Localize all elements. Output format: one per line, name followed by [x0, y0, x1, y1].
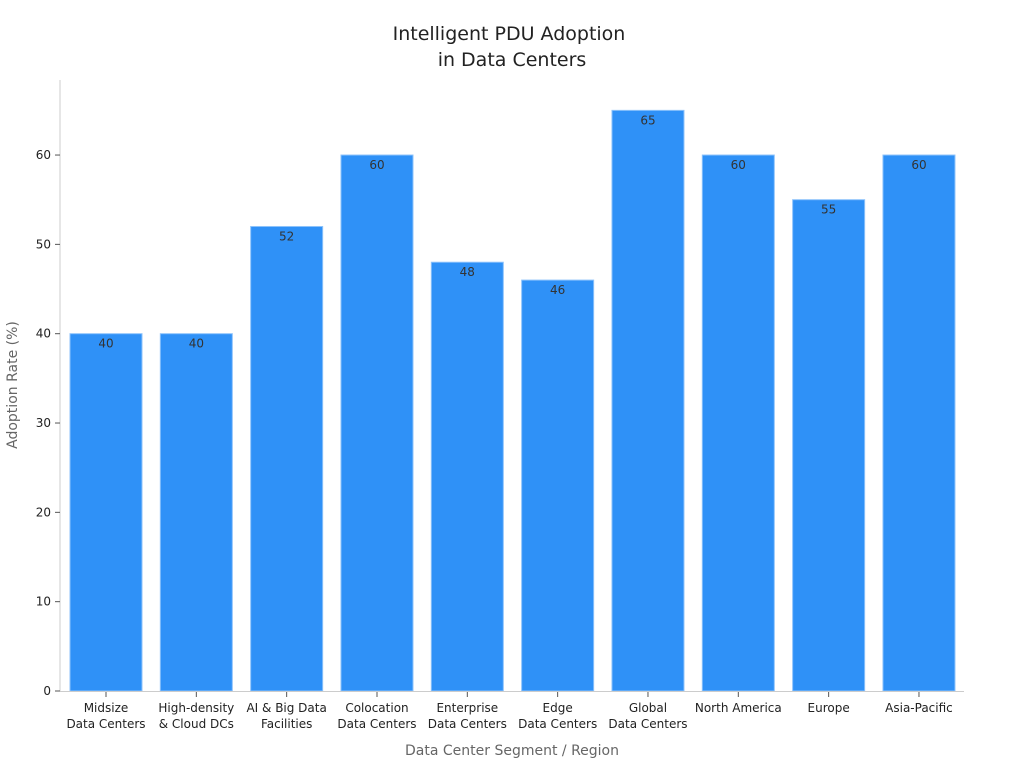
data-label: 60 — [369, 158, 384, 172]
y-tick-label: 50 — [36, 237, 51, 251]
chart-title-line-1: Intelligent PDU Adoption — [393, 23, 626, 45]
data-label: 60 — [911, 158, 926, 172]
data-label: 40 — [98, 337, 113, 351]
y-tick-label: 60 — [36, 148, 51, 162]
data-label: 65 — [640, 113, 655, 127]
x-tick-label: Edge Data Centers — [518, 701, 597, 731]
bar — [882, 154, 956, 692]
x-tick-label: Asia-Pacific — [885, 701, 953, 715]
data-label: 60 — [731, 158, 746, 172]
x-tick-label: Global Data Centers — [608, 701, 687, 731]
bar — [430, 261, 504, 692]
y-tick-label: 30 — [36, 416, 51, 430]
data-label: 48 — [460, 265, 475, 279]
bar — [792, 199, 866, 692]
y-axis-label: Adoption Rate (%) — [5, 321, 21, 449]
x-axis-label: Data Center Segment / Region — [405, 743, 619, 759]
bar — [521, 279, 595, 692]
data-label: 55 — [821, 203, 836, 217]
x-tick-label: High-density & Cloud DCs — [158, 701, 234, 731]
bar — [701, 154, 775, 692]
chart-title: Intelligent PDU Adoption in Data Centers — [393, 23, 632, 71]
x-tick-label: Midsize Data Centers — [66, 701, 145, 731]
bar — [250, 225, 324, 692]
data-label: 46 — [550, 283, 565, 297]
bar — [69, 333, 143, 692]
y-tick-label: 0 — [43, 684, 51, 698]
x-tick-label: North America — [695, 701, 782, 715]
bar — [611, 109, 685, 692]
data-label: 40 — [189, 337, 204, 351]
y-tick-label: 20 — [36, 505, 51, 519]
x-tick-label: AI & Big Data Facilities — [246, 701, 326, 731]
x-tick-label: Europe — [808, 701, 850, 715]
y-tick-label: 10 — [36, 595, 51, 609]
chart-title-line-2: in Data Centers — [438, 49, 587, 71]
y-tick-label: 40 — [36, 327, 51, 341]
data-label: 52 — [279, 229, 294, 243]
bar — [159, 333, 233, 692]
x-tick-label: Colocation Data Centers — [337, 701, 416, 731]
x-tick-label: Enterprise Data Centers — [428, 701, 507, 731]
bar — [340, 154, 414, 692]
